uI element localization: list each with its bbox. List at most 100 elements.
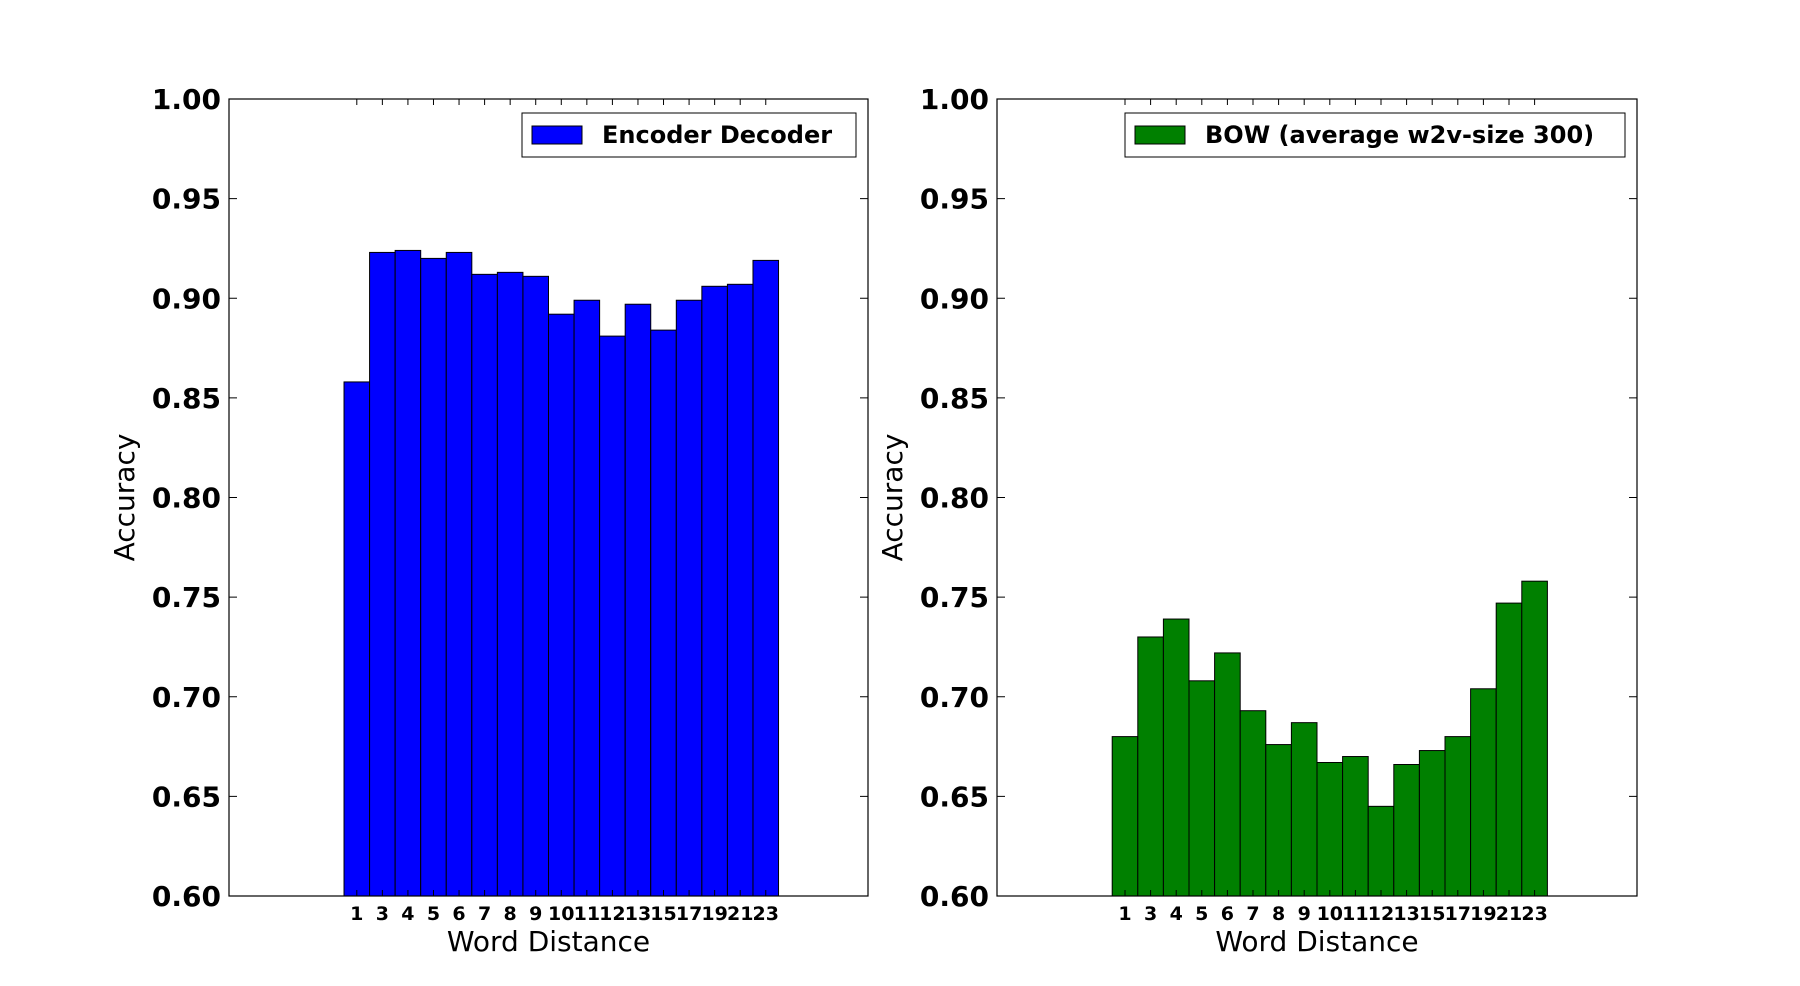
x-tick-label: 13: [1393, 903, 1419, 925]
bar-1: [343, 381, 371, 897]
y-tick-label: 0.90: [920, 282, 989, 315]
x-tick-label: 3: [1144, 903, 1157, 925]
bar-15: [650, 329, 677, 897]
y-tick-label: 0.75: [152, 581, 221, 614]
y-axis-label: Accuracy: [876, 434, 909, 562]
bar-10: [1316, 762, 1344, 897]
x-tick-label: 15: [650, 903, 676, 925]
x-tick-label: 12: [1368, 903, 1394, 925]
y-tick-label: 0.60: [920, 880, 989, 913]
y-tick-label: 0.70: [920, 681, 989, 714]
y-tick-label: 0.80: [920, 482, 989, 515]
bar-11: [1342, 756, 1369, 897]
x-tick-label: 4: [1170, 903, 1183, 925]
x-tick-label: 3: [376, 903, 389, 925]
bar-3: [1137, 636, 1164, 897]
x-tick-label: 1: [1118, 903, 1131, 925]
x-tick-label: 6: [452, 903, 465, 925]
bar-13: [624, 303, 652, 897]
bar-11: [573, 299, 601, 897]
legend-box: [1124, 112, 1626, 158]
bar-6: [1214, 652, 1241, 897]
bar-7: [471, 273, 498, 897]
bar-4: [394, 249, 422, 897]
y-tick-label: 1.00: [152, 83, 221, 116]
chart-panel-2: 1 3 4 5 6 7 8 9 10 11 12 13 15 17 19 21 230.600.650.700.…: [876, 83, 1638, 958]
bar-23: [752, 259, 780, 897]
x-tick-label: 8: [504, 903, 517, 925]
legend: BOW (average w2v-size 300): [1124, 112, 1626, 158]
y-tick-label: 0.75: [920, 581, 989, 614]
legend-label: BOW (average w2v-size 300): [1205, 121, 1594, 149]
bar-5: [1188, 680, 1216, 897]
x-tick-label: 23: [1521, 903, 1547, 925]
y-tick-label: 0.80: [152, 482, 221, 515]
x-tick-label: 7: [478, 903, 491, 925]
x-tick-label: 23: [753, 903, 779, 925]
bar-15: [1418, 750, 1446, 897]
bar-9: [1290, 722, 1318, 897]
x-tick-label: 11: [1342, 903, 1368, 925]
bar-12: [599, 335, 626, 897]
x-tick-label: 21: [727, 903, 753, 925]
plot-frame: [996, 98, 1638, 897]
bar-13: [1393, 763, 1420, 897]
bar-21: [726, 283, 754, 897]
y-tick-label: 0.65: [920, 780, 989, 813]
legend: Encoder Decoder: [521, 112, 857, 158]
x-tick-label: 9: [529, 903, 542, 925]
bar-23: [1521, 580, 1548, 897]
x-tick-label: 8: [1272, 903, 1285, 925]
chart-panel-1: 1 3 4 5 6 7 8 9 10 11 12 13 15 17 19 21 230.600.650.700.…: [108, 83, 869, 958]
bar-5: [420, 257, 447, 897]
y-tick-label: 0.95: [152, 183, 221, 216]
x-axis-label: Word Distance: [447, 925, 650, 958]
bar-21: [1495, 602, 1523, 897]
x-tick-label: 12: [599, 903, 625, 925]
y-tick-label: 0.85: [920, 382, 989, 415]
x-tick-label: 17: [1445, 903, 1471, 925]
x-tick-label: 15: [1419, 903, 1445, 925]
bar-17: [1444, 736, 1472, 897]
x-tick-label: 19: [1470, 903, 1496, 925]
y-tick-label: 0.60: [152, 880, 221, 913]
x-tick-label: 5: [427, 903, 440, 925]
bar-7: [1239, 710, 1267, 897]
y-tick-label: 0.70: [152, 681, 221, 714]
x-tick-label: 1: [350, 903, 363, 925]
x-tick-label: 10: [548, 903, 574, 925]
x-tick-label: 19: [701, 903, 727, 925]
x-axis-label: Word Distance: [1215, 925, 1418, 958]
x-tick-label: 4: [401, 903, 414, 925]
y-tick-label: 0.85: [152, 382, 221, 415]
bar-6: [445, 251, 473, 897]
legend-label: Encoder Decoder: [602, 121, 832, 149]
y-tick-label: 0.90: [152, 282, 221, 315]
bar-3: [369, 251, 396, 897]
legend-swatch: [1134, 125, 1186, 145]
bar-19: [1470, 688, 1497, 897]
legend-swatch: [531, 125, 583, 145]
x-tick-label: 10: [1317, 903, 1343, 925]
bar-4: [1162, 618, 1190, 897]
x-tick-label: 17: [676, 903, 702, 925]
y-axis-label: Accuracy: [108, 434, 141, 562]
bar-9: [522, 275, 550, 897]
bar-10: [548, 313, 575, 897]
y-tick-label: 0.95: [920, 183, 989, 216]
bar-19: [701, 285, 728, 897]
x-tick-label: 7: [1246, 903, 1259, 925]
x-tick-label: 21: [1496, 903, 1522, 925]
y-tick-label: 0.65: [152, 780, 221, 813]
x-tick-label: 6: [1221, 903, 1234, 925]
x-tick-label: 13: [625, 903, 651, 925]
bar-1: [1111, 736, 1139, 897]
plot-frame: [228, 98, 869, 897]
y-tick-label: 1.00: [920, 83, 989, 116]
x-tick-label: 11: [574, 903, 600, 925]
x-tick-label: 5: [1195, 903, 1208, 925]
bar-8: [496, 271, 524, 897]
bar-12: [1367, 805, 1395, 897]
bar-17: [675, 299, 703, 897]
